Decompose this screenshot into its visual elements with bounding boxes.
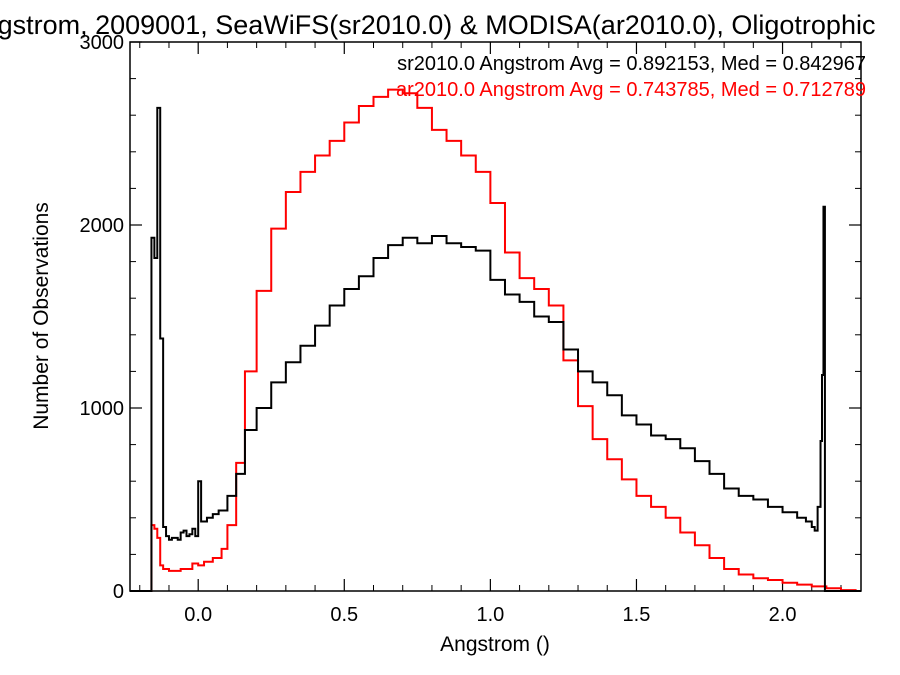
series-layer [130, 88, 861, 592]
x-tick-label: 1.0 [476, 604, 504, 626]
series-line-ar2010 [130, 88, 861, 592]
series-line-sr2010 [130, 106, 861, 592]
chart-title: Angstrom, 2009001, SeaWiFS(sr2010.0) & M… [0, 10, 875, 40]
y-tick-label: 0 [113, 581, 124, 603]
annotation-sr2010: sr2010.0 Angstrom Avg = 0.892153, Med = … [397, 53, 866, 75]
y-tick-labels: 0 1000 2000 3000 [80, 32, 125, 603]
x-tick-label: 1.5 [623, 604, 651, 626]
y-tick-label: 2000 [80, 215, 125, 237]
plot-frame [129, 41, 862, 592]
x-tick-label: 0.0 [184, 604, 212, 626]
y-axis-label: Number of Observations [30, 202, 53, 430]
x-tick-label: 0.5 [330, 604, 358, 626]
x-tick-labels: 0.0 0.5 1.0 1.5 2.0 [184, 604, 796, 626]
annotation-ar2010: ar2010.0 Angstrom Avg = 0.743785, Med = … [396, 79, 866, 101]
plot-area [129, 41, 862, 592]
x-axis-label: Angstrom () [440, 633, 550, 656]
major-ticks [130, 41, 861, 592]
y-tick-label: 1000 [80, 398, 125, 420]
x-tick-label: 2.0 [769, 604, 797, 626]
y-tick-label: 3000 [80, 32, 125, 54]
minor-ticks [130, 42, 861, 591]
